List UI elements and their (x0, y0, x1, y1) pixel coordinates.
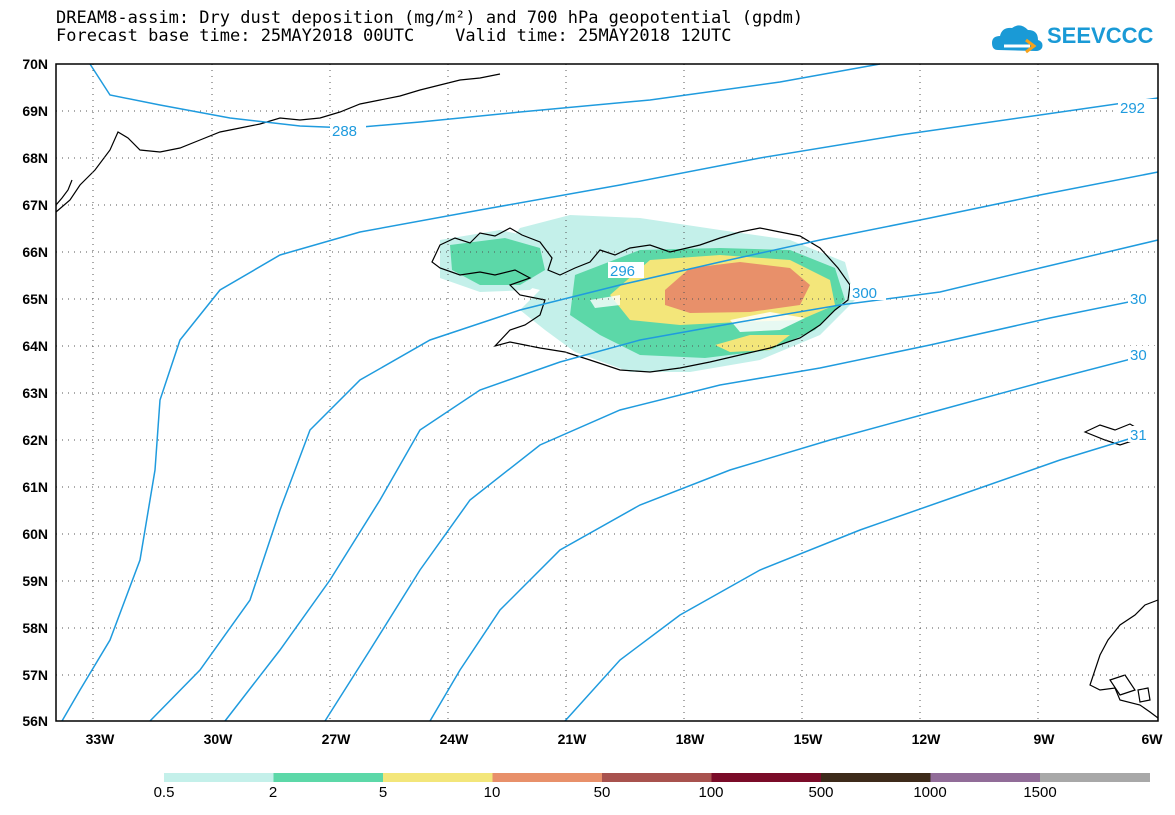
cloud-icon (992, 25, 1043, 54)
lon-label: 6W (1142, 731, 1164, 747)
lat-label: 59N (22, 573, 48, 589)
lon-label: 9W (1034, 731, 1056, 747)
lat-label: 62N (22, 432, 48, 448)
lat-label: 60N (22, 526, 48, 542)
lat-label: 67N (22, 197, 48, 213)
lat-label: 65N (22, 291, 48, 307)
contour-label-312: 31 (1130, 427, 1147, 444)
lon-label: 33W (86, 731, 116, 747)
lat-label: 69N (22, 103, 48, 119)
legend-swatch (1040, 773, 1150, 782)
plot-frame (55, 63, 1159, 722)
lat-label: 61N (22, 479, 48, 495)
contour-label-304: 30 (1130, 291, 1147, 308)
legend-label: 5 (379, 784, 387, 801)
geopotential-contours (61, 63, 1159, 722)
legend-label: 0.5 (154, 784, 175, 801)
legend-label: 50 (594, 784, 611, 801)
lon-label: 15W (794, 731, 824, 747)
contour-label-288: 288 (332, 123, 357, 140)
legend-swatch (930, 773, 1041, 782)
logo-text: SEEVCCC (1047, 23, 1154, 48)
lat-label: 56N (22, 713, 48, 729)
contour-label-296: 296 (610, 263, 635, 280)
lon-label: 12W (912, 731, 942, 747)
lon-label: 18W (676, 731, 706, 747)
lon-label: 27W (322, 731, 352, 747)
lon-label: 21W (558, 731, 588, 747)
legend-swatch (273, 773, 384, 782)
latitude-labels: 70N 69N 68N 67N 66N 65N 64N 63N 62N 61N … (22, 56, 48, 729)
legend-label: 1000 (913, 784, 946, 801)
contour-label-300: 300 (852, 285, 877, 302)
legend-swatch (821, 773, 931, 782)
contour-label-292: 292 (1120, 100, 1145, 117)
legend-swatch (164, 773, 274, 782)
legend-swatch (711, 773, 822, 782)
legend-swatch (602, 773, 712, 782)
legend-labels: 0.5 2 5 10 50 100 500 1000 1500 (154, 784, 1057, 801)
lat-label: 66N (22, 244, 48, 260)
forecast-times: Forecast base time: 25MAY2018 00UTC Vali… (56, 26, 732, 46)
legend-colorbar (164, 773, 1150, 782)
legend-label: 500 (808, 784, 833, 801)
contour-label-308: 30 (1130, 347, 1147, 364)
longitude-labels: 33W 30W 27W 24W 21W 18W 15W 12W 9W 6W (86, 731, 1164, 747)
legend-label: 2 (269, 784, 277, 801)
lat-label: 57N (22, 667, 48, 683)
contour-labels: 288 292 296 300 30 30 31 (330, 99, 1158, 444)
lon-label: 30W (204, 731, 234, 747)
legend-label: 1500 (1023, 784, 1056, 801)
legend-label: 100 (698, 784, 723, 801)
lat-label: 58N (22, 620, 48, 636)
legend-swatch (492, 773, 603, 782)
legend-swatch (383, 773, 493, 782)
lat-label: 70N (22, 56, 48, 72)
lat-label: 68N (22, 150, 48, 166)
lat-label: 63N (22, 385, 48, 401)
graticule (56, 64, 1158, 721)
lon-label: 24W (440, 731, 470, 747)
legend-label: 10 (484, 784, 501, 801)
lat-label: 64N (22, 338, 48, 354)
chart-title: DREAM8-assim: Dry dust deposition (mg/m²… (56, 8, 804, 28)
